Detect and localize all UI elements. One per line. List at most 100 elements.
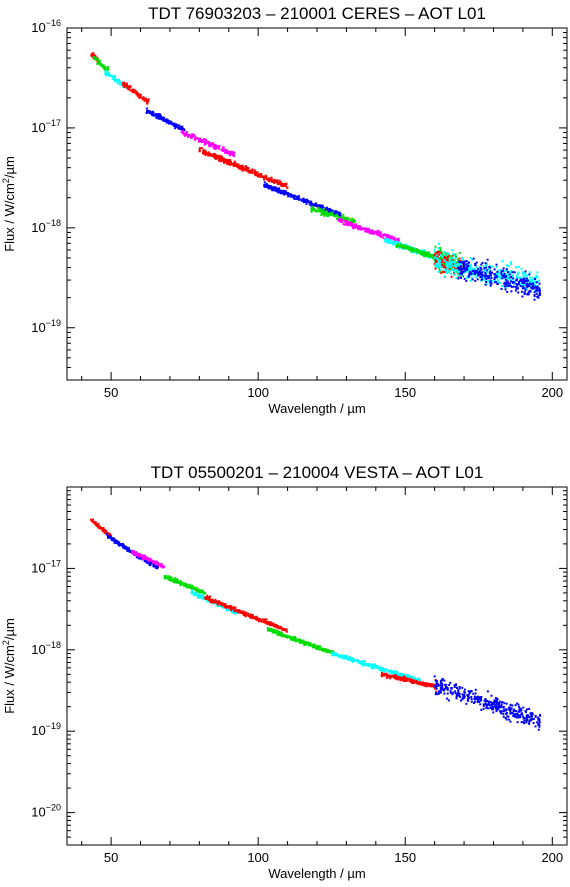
data-point bbox=[401, 247, 404, 250]
data-point bbox=[535, 281, 538, 284]
data-point bbox=[451, 261, 454, 264]
data-point bbox=[321, 204, 324, 207]
data-point bbox=[122, 84, 124, 87]
data-point bbox=[512, 710, 515, 713]
data-point bbox=[265, 182, 268, 185]
data-point bbox=[91, 518, 94, 521]
data-point bbox=[383, 668, 385, 671]
data-point bbox=[422, 253, 424, 256]
data-point bbox=[419, 250, 422, 253]
data-point bbox=[436, 684, 439, 687]
data-point bbox=[230, 607, 233, 610]
data-point bbox=[487, 275, 490, 278]
data-point bbox=[92, 52, 95, 55]
data-point bbox=[166, 118, 169, 121]
data-point bbox=[461, 258, 464, 261]
data-point bbox=[395, 240, 398, 243]
data-point bbox=[254, 170, 257, 173]
data-point bbox=[361, 228, 364, 231]
data-point bbox=[489, 706, 492, 709]
data-point bbox=[208, 596, 211, 599]
data-point bbox=[214, 598, 217, 601]
data-point bbox=[524, 289, 527, 292]
data-point bbox=[531, 712, 534, 715]
data-point bbox=[428, 685, 431, 687]
data-point bbox=[227, 161, 230, 164]
data-point bbox=[330, 214, 333, 216]
data-point bbox=[313, 645, 316, 648]
data-point bbox=[213, 145, 216, 148]
data-point bbox=[106, 69, 109, 72]
data-point bbox=[523, 277, 526, 280]
data-point bbox=[339, 214, 342, 217]
data-point bbox=[128, 550, 131, 553]
data-point bbox=[326, 210, 329, 213]
data-point bbox=[266, 620, 269, 623]
data-point bbox=[216, 605, 219, 607]
data-point bbox=[360, 663, 363, 665]
data-point bbox=[347, 223, 350, 226]
data-point bbox=[508, 271, 511, 273]
data-point bbox=[492, 711, 495, 714]
data-point bbox=[146, 102, 149, 105]
data-point bbox=[165, 120, 168, 123]
data-point bbox=[253, 172, 256, 175]
data-point bbox=[524, 272, 527, 275]
data-point bbox=[313, 643, 316, 646]
data-point bbox=[326, 214, 329, 217]
data-point bbox=[535, 292, 538, 295]
data-point bbox=[502, 713, 505, 716]
data-point bbox=[278, 627, 281, 629]
data-point bbox=[505, 286, 508, 289]
data-point bbox=[477, 267, 480, 270]
data-point bbox=[342, 219, 345, 222]
data-point bbox=[516, 712, 519, 715]
data-point bbox=[293, 194, 296, 197]
data-point bbox=[283, 183, 286, 186]
data-point bbox=[173, 122, 176, 125]
data-point bbox=[149, 559, 152, 562]
data-point bbox=[519, 277, 522, 280]
data-point bbox=[443, 692, 446, 695]
data-point bbox=[439, 246, 442, 249]
data-point bbox=[142, 557, 145, 560]
data-point bbox=[158, 563, 161, 566]
data-point bbox=[528, 282, 531, 285]
data-point bbox=[358, 227, 361, 230]
data-point bbox=[436, 256, 439, 258]
data-point bbox=[483, 699, 486, 702]
data-point bbox=[152, 110, 155, 113]
data-point bbox=[445, 267, 447, 269]
data-point bbox=[513, 282, 516, 285]
data-point bbox=[467, 261, 470, 264]
data-point bbox=[454, 271, 457, 273]
data-point bbox=[506, 268, 508, 271]
data-point bbox=[218, 156, 221, 159]
data-point bbox=[458, 257, 461, 260]
data-point bbox=[389, 237, 392, 240]
data-point bbox=[464, 263, 467, 266]
data-point bbox=[466, 262, 469, 265]
data-point bbox=[537, 722, 540, 725]
data-point bbox=[338, 211, 341, 214]
data-point bbox=[460, 272, 463, 275]
data-point bbox=[506, 280, 509, 283]
data-point bbox=[421, 682, 424, 685]
data-point bbox=[478, 269, 481, 272]
data-point bbox=[230, 151, 233, 154]
data-point bbox=[465, 260, 468, 262]
data-point bbox=[173, 578, 176, 581]
data-point bbox=[204, 143, 207, 146]
data-point bbox=[394, 676, 397, 679]
data-point bbox=[187, 135, 190, 138]
data-point bbox=[525, 721, 528, 724]
data-point bbox=[116, 80, 119, 83]
data-point bbox=[503, 272, 506, 275]
data-point bbox=[212, 153, 215, 156]
data-point bbox=[494, 276, 496, 279]
data-point bbox=[178, 128, 181, 130]
data-point bbox=[397, 673, 400, 676]
data-point bbox=[395, 246, 398, 248]
data-point bbox=[521, 287, 524, 290]
data-point bbox=[508, 709, 511, 711]
